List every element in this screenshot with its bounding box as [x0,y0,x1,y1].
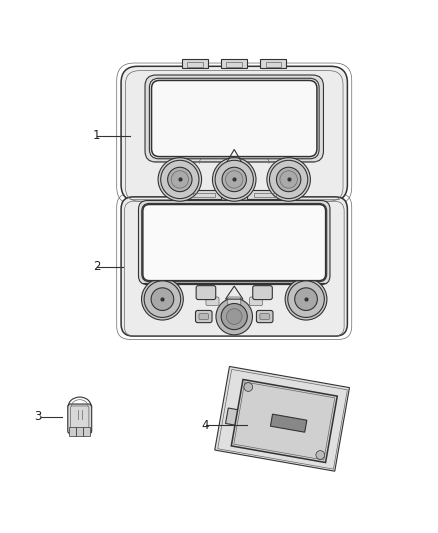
FancyBboxPatch shape [145,75,323,162]
FancyBboxPatch shape [149,78,319,159]
Text: 1: 1 [93,130,100,142]
Bar [260,59,286,68]
Circle shape [244,383,253,391]
FancyBboxPatch shape [195,310,212,322]
Circle shape [285,278,327,320]
Circle shape [288,281,324,318]
Bar [76,426,83,436]
FancyBboxPatch shape [199,313,208,320]
Text: 4: 4 [201,419,209,432]
FancyBboxPatch shape [250,297,262,305]
Bar [186,190,221,199]
Polygon shape [231,379,337,463]
Bar [247,190,282,199]
Bar [226,61,242,67]
Bar [193,193,215,197]
Polygon shape [226,408,239,425]
Circle shape [280,171,297,188]
Bar [182,59,208,68]
Circle shape [226,171,243,188]
Circle shape [161,160,199,199]
FancyBboxPatch shape [196,286,216,300]
FancyBboxPatch shape [256,310,273,322]
Circle shape [212,158,256,201]
Circle shape [141,278,184,320]
FancyBboxPatch shape [121,66,347,201]
Bar [254,193,276,197]
Bar [221,59,247,68]
Circle shape [216,298,253,335]
Circle shape [295,288,318,310]
Circle shape [168,167,192,192]
FancyBboxPatch shape [68,404,92,434]
Polygon shape [215,367,350,471]
Circle shape [276,167,301,192]
Circle shape [226,309,242,325]
Circle shape [151,288,174,310]
Circle shape [269,160,308,199]
Circle shape [171,171,188,188]
FancyBboxPatch shape [228,297,241,305]
FancyBboxPatch shape [260,313,269,320]
Circle shape [221,303,247,329]
FancyBboxPatch shape [138,200,330,285]
Bar [187,61,203,67]
Text: 3: 3 [34,410,42,423]
Circle shape [316,450,325,459]
Text: 2: 2 [93,260,100,273]
Circle shape [222,167,247,192]
Circle shape [215,160,253,199]
Bar [83,426,90,436]
FancyBboxPatch shape [121,197,347,336]
FancyBboxPatch shape [253,286,272,300]
Circle shape [144,281,181,318]
FancyBboxPatch shape [206,297,219,305]
Bar [69,426,76,436]
Circle shape [267,158,311,201]
Polygon shape [270,414,307,432]
FancyBboxPatch shape [142,204,327,282]
FancyBboxPatch shape [152,80,317,157]
FancyBboxPatch shape [143,205,325,281]
Bar [265,61,281,67]
Circle shape [158,158,201,201]
